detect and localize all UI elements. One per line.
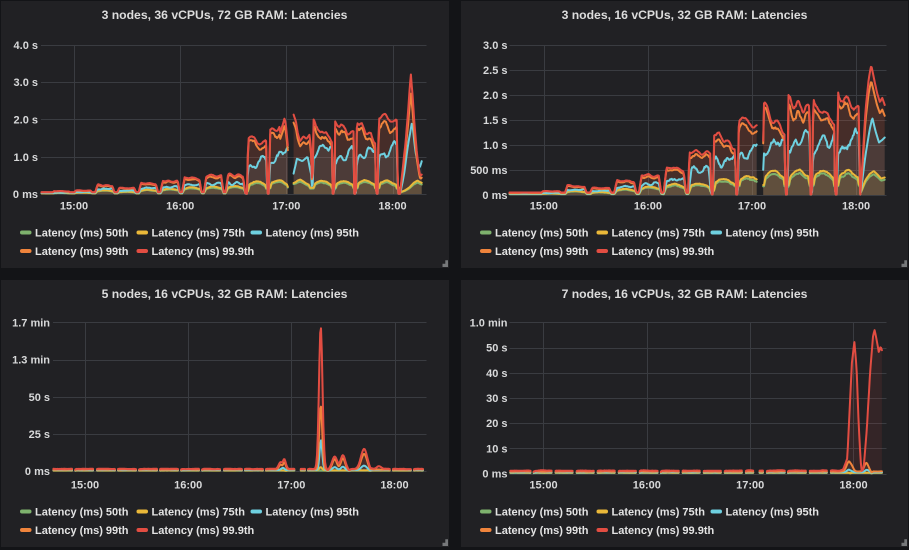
svg-text:7 nodes, 16 vCPUs, 32 GB RAM:: 7 nodes, 16 vCPUs, 32 GB RAM: Latencies <box>562 287 808 301</box>
svg-text:2.0 s: 2.0 s <box>14 115 38 127</box>
svg-text:18:00: 18:00 <box>380 480 408 492</box>
svg-text:Latency (ms) 75th: Latency (ms) 75th <box>152 228 246 240</box>
svg-text:40 s: 40 s <box>486 368 507 380</box>
svg-text:Latency (ms) 95th: Latency (ms) 95th <box>726 507 820 519</box>
svg-text:Latency (ms) 99th: Latency (ms) 99th <box>495 246 589 258</box>
svg-text:15:00: 15:00 <box>530 201 558 213</box>
svg-text:Latency (ms) 50th: Latency (ms) 50th <box>495 507 589 519</box>
svg-text:18:00: 18:00 <box>842 201 870 213</box>
svg-text:17:00: 17:00 <box>272 201 300 213</box>
svg-text:3 nodes, 36 vCPUs, 72 GB RAM:: 3 nodes, 36 vCPUs, 72 GB RAM: Latencies <box>102 8 348 22</box>
svg-text:Latency (ms) 50th: Latency (ms) 50th <box>35 228 129 240</box>
svg-text:16:00: 16:00 <box>166 201 194 213</box>
svg-text:Latency (ms) 99.9th: Latency (ms) 99.9th <box>152 525 255 537</box>
svg-text:16:00: 16:00 <box>633 480 661 492</box>
svg-text:Latency (ms) 99th: Latency (ms) 99th <box>35 525 129 537</box>
svg-text:18:00: 18:00 <box>378 201 406 213</box>
svg-text:Latency (ms) 75th: Latency (ms) 75th <box>612 507 706 519</box>
svg-text:Latency (ms) 75th: Latency (ms) 75th <box>612 228 706 240</box>
svg-text:Latency (ms) 95th: Latency (ms) 95th <box>266 507 360 519</box>
svg-text:4.0 s: 4.0 s <box>14 40 38 52</box>
svg-text:Latency (ms) 99.9th: Latency (ms) 99.9th <box>152 246 255 258</box>
svg-text:0 ms: 0 ms <box>482 469 507 481</box>
svg-text:50 s: 50 s <box>486 343 507 355</box>
svg-text:Latency (ms) 99.9th: Latency (ms) 99.9th <box>612 246 715 258</box>
svg-text:16:00: 16:00 <box>634 201 662 213</box>
svg-text:1.0 s: 1.0 s <box>14 152 38 164</box>
svg-text:3.0 s: 3.0 s <box>483 40 507 52</box>
svg-text:Latency (ms) 50th: Latency (ms) 50th <box>35 507 129 519</box>
svg-text:1.3 min: 1.3 min <box>12 355 50 367</box>
svg-text:2.0 s: 2.0 s <box>483 90 507 102</box>
svg-text:15:00: 15:00 <box>529 480 557 492</box>
svg-text:17:00: 17:00 <box>738 201 766 213</box>
svg-text:3 nodes, 16 vCPUs, 32 GB RAM:: 3 nodes, 16 vCPUs, 32 GB RAM: Latencies <box>562 8 808 22</box>
svg-text:0 ms: 0 ms <box>482 190 507 202</box>
svg-text:18:00: 18:00 <box>839 480 867 492</box>
svg-text:17:00: 17:00 <box>277 480 305 492</box>
svg-text:5 nodes, 16 vCPUs, 32 GB RAM:: 5 nodes, 16 vCPUs, 32 GB RAM: Latencies <box>102 287 348 301</box>
svg-text:10 s: 10 s <box>486 443 507 455</box>
svg-text:1.0 min: 1.0 min <box>470 318 508 330</box>
svg-text:3.0 s: 3.0 s <box>14 77 38 89</box>
svg-text:Latency (ms) 99.9th: Latency (ms) 99.9th <box>612 525 715 537</box>
svg-text:Latency (ms) 75th: Latency (ms) 75th <box>152 507 246 519</box>
svg-text:Latency (ms) 50th: Latency (ms) 50th <box>495 228 589 240</box>
svg-text:Latency (ms) 99th: Latency (ms) 99th <box>495 525 589 537</box>
svg-text:2.5 s: 2.5 s <box>483 65 507 77</box>
svg-text:1.0 s: 1.0 s <box>483 140 507 152</box>
svg-text:25 s: 25 s <box>29 429 50 441</box>
svg-text:15:00: 15:00 <box>71 480 99 492</box>
svg-text:50 s: 50 s <box>29 392 50 404</box>
svg-text:30 s: 30 s <box>486 393 507 405</box>
svg-text:17:00: 17:00 <box>736 480 764 492</box>
svg-text:Latency (ms) 99th: Latency (ms) 99th <box>35 246 129 258</box>
svg-text:Latency (ms) 95th: Latency (ms) 95th <box>266 228 360 240</box>
svg-text:20 s: 20 s <box>486 418 507 430</box>
svg-text:16:00: 16:00 <box>174 480 202 492</box>
svg-text:1.5 s: 1.5 s <box>483 115 507 127</box>
svg-text:0 ms: 0 ms <box>25 466 50 478</box>
svg-text:500 ms: 500 ms <box>470 165 507 177</box>
svg-text:15:00: 15:00 <box>60 201 88 213</box>
svg-text:1.7 min: 1.7 min <box>12 318 50 330</box>
svg-text:0 ms: 0 ms <box>13 189 38 201</box>
svg-text:Latency (ms) 95th: Latency (ms) 95th <box>726 228 820 240</box>
